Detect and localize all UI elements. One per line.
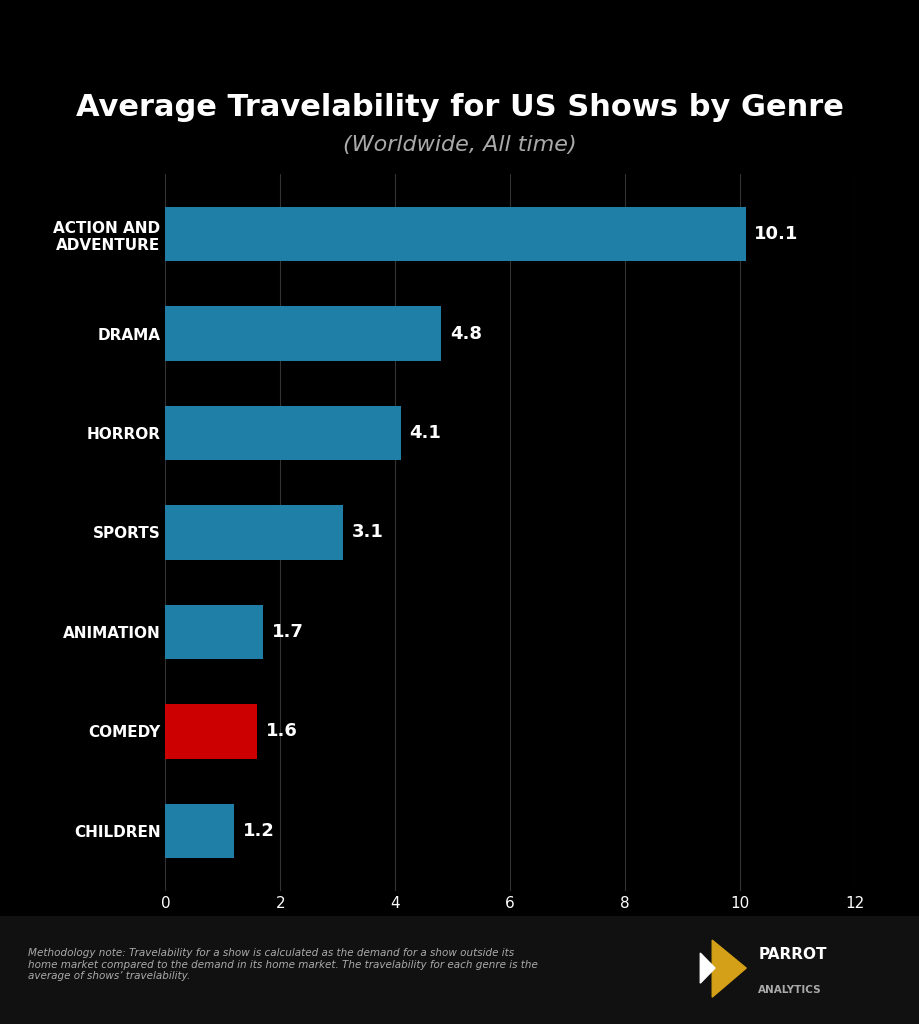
Text: Average Travelability for US Shows by Genre: Average Travelability for US Shows by Ge…	[75, 93, 844, 122]
X-axis label: TRAVELABILITY (AS X TIMES THE TRAVELABILITY OF THE AVERAGE SHOW): TRAVELABILITY (AS X TIMES THE TRAVELABIL…	[279, 925, 741, 935]
Bar	[165, 207, 745, 261]
Bar	[165, 705, 257, 759]
Polygon shape	[700, 953, 715, 983]
Text: 10.1: 10.1	[754, 225, 799, 243]
Text: 1.7: 1.7	[272, 623, 303, 641]
Text: 3.1: 3.1	[352, 523, 384, 542]
Bar	[165, 505, 344, 560]
Text: PARROT: PARROT	[758, 946, 827, 962]
Text: 1.2: 1.2	[243, 822, 275, 840]
Bar	[165, 604, 263, 659]
Bar	[165, 306, 441, 360]
Text: 1.6: 1.6	[266, 723, 298, 740]
Bar	[165, 804, 234, 858]
Polygon shape	[712, 940, 746, 997]
Text: (Worldwide, All time): (Worldwide, All time)	[343, 135, 576, 156]
Text: 4.1: 4.1	[410, 424, 441, 442]
Text: Methodology note: Travelability for a show is calculated as the demand for a sho: Methodology note: Travelability for a sh…	[28, 948, 538, 981]
Bar	[165, 406, 401, 461]
Text: ANALYTICS: ANALYTICS	[758, 985, 822, 994]
Text: 4.8: 4.8	[449, 325, 482, 342]
